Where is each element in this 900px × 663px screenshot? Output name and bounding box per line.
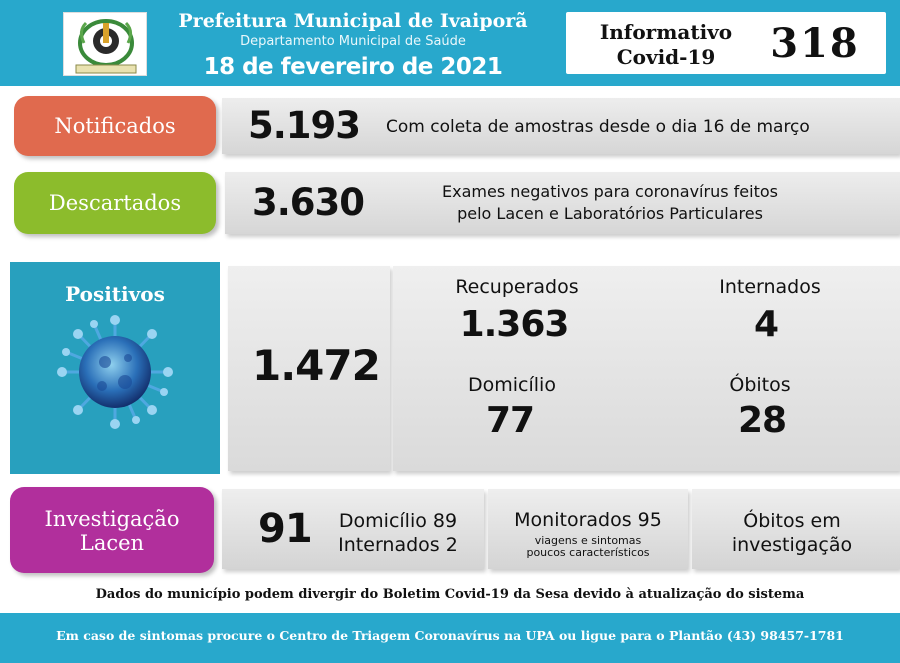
municipality-title: Prefeitura Municipal de Ivaiporã: [178, 10, 528, 32]
recuperados-value: 1.363: [459, 304, 570, 345]
obitos-investigacao-line2: investigação: [731, 534, 853, 556]
recuperados-label: Recuperados: [455, 276, 579, 298]
monitorados-subtitle: viagens e sintomas poucos característico…: [488, 535, 688, 559]
internados-label: Internados: [719, 276, 821, 298]
domicilio-label: Domicílio: [468, 374, 556, 396]
investigacao-domicilio: Domicílio 89: [338, 510, 458, 532]
descartados-value: 3.630: [252, 181, 365, 224]
obitos-investigacao: Óbitos em investigação: [692, 509, 892, 557]
investigacao-label: Investigação Lacen: [10, 487, 214, 573]
bulletin-label-line1: Informativo: [599, 20, 733, 44]
municipal-logo: [63, 12, 147, 76]
domicilio-value: 77: [485, 400, 535, 441]
bulletin-info-box: [566, 12, 886, 74]
footer-contact: Em caso de sintomas procure o Centro de …: [56, 628, 844, 643]
internados-value: 4: [753, 304, 779, 345]
bulletin-date: 18 de fevereiro de 2021: [203, 54, 503, 80]
notificados-bar: [222, 98, 900, 154]
department-subtitle: Departamento Municipal de Saúde: [240, 34, 466, 49]
obitos-investigacao-bar: [692, 489, 900, 569]
descartados-description-line1: Exames negativos para coronavírus feitos: [442, 182, 778, 201]
bulletin-label: Informativo Covid-19: [586, 20, 746, 70]
virus-icon: [50, 312, 180, 432]
positivos-value: 1.472: [252, 341, 381, 390]
monitorados-sub-line2: poucos característicos: [526, 546, 650, 559]
notificados-description: Com coleta de amostras desde o dia 16 de…: [386, 117, 810, 137]
footer-bar: [0, 613, 900, 663]
positivos-detail-box: [393, 266, 900, 471]
bulletin-number: 318: [770, 20, 860, 67]
investigacao-label-line1: Investigação: [44, 507, 180, 531]
notificados-value: 5.193: [248, 104, 361, 147]
investigacao-value: 91: [258, 506, 313, 552]
notificados-label: Notificados: [14, 96, 216, 156]
disclaimer-note: Dados do município podem divergir do Bol…: [95, 587, 805, 602]
obitos-investigacao-line1: Óbitos em: [743, 510, 841, 532]
bulletin-label-line2: Covid-19: [616, 45, 716, 69]
obitos-value: 28: [737, 400, 787, 441]
monitorados-value: Monitorados 95: [514, 509, 662, 531]
positivos-label: Positivos: [65, 282, 165, 306]
monitorados-bar: [488, 489, 688, 569]
investigacao-breakdown: Domicílio 89 Internados 2: [332, 509, 464, 557]
investigacao-label-line2: Lacen: [79, 531, 145, 555]
descartados-description-line2: pelo Lacen e Laboratórios Particulares: [457, 204, 763, 223]
descartados-bar: [225, 172, 900, 234]
investigacao-internados: Internados 2: [338, 534, 458, 556]
monitorados-sub-line1: viagens e sintomas: [534, 534, 642, 547]
positivos-total-box: [228, 266, 390, 471]
investigacao-bar: [222, 489, 484, 569]
descartados-label: Descartados: [14, 172, 216, 234]
obitos-label: Óbitos: [729, 374, 791, 396]
descartados-description: Exames negativos para coronavírus feitos…: [400, 181, 820, 225]
